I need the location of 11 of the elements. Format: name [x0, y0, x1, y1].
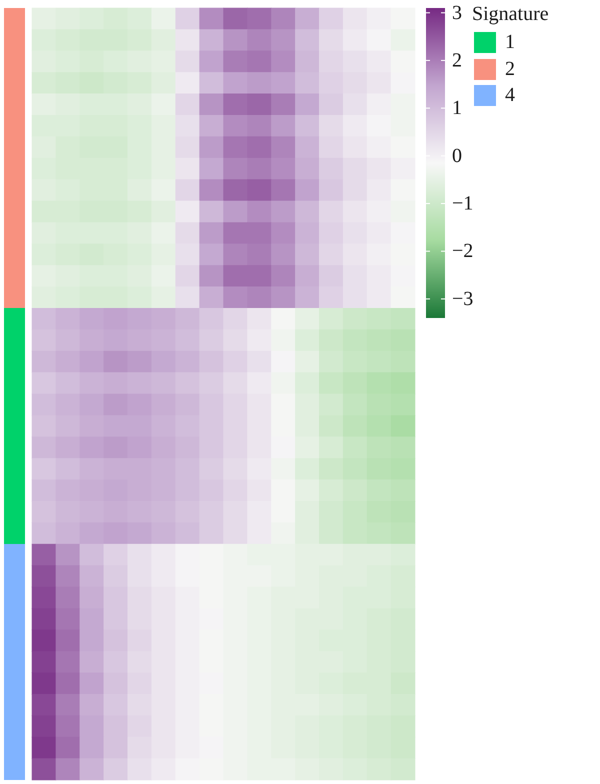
- color-bar-label: −2: [452, 240, 474, 262]
- color-bar-label: −1: [452, 192, 474, 215]
- color-bar-label: 0: [452, 144, 462, 167]
- color-bar-label: 3: [452, 2, 462, 24]
- color-bar-label: −3: [452, 288, 474, 310]
- text: 4: [505, 84, 515, 106]
- legend-title: Signature: [472, 3, 549, 25]
- color-bar-label: 2: [452, 49, 462, 72]
- color-bar-label: 1: [452, 97, 462, 120]
- text: 2: [505, 58, 515, 80]
- text: 1: [505, 31, 515, 53]
